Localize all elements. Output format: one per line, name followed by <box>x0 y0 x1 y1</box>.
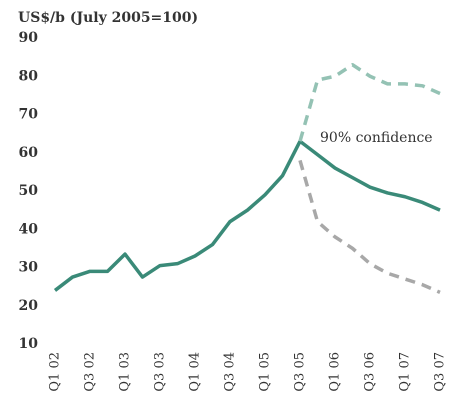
y-tick-label: 10 <box>19 336 39 352</box>
y-tick-label: 90 <box>19 30 39 46</box>
y-tick-label: 40 <box>19 221 39 237</box>
x-tick-label: Q3 05 <box>293 352 308 392</box>
x-tick-label: Q3 02 <box>83 352 98 392</box>
x-tick-label: Q3 07 <box>433 352 448 392</box>
x-tick-label: Q1 07 <box>398 352 413 392</box>
y-tick-label: 30 <box>19 260 39 276</box>
y-tick-label: 70 <box>19 107 39 123</box>
y-tick-label: 80 <box>19 68 39 84</box>
x-tick-label: Q1 05 <box>258 352 273 392</box>
x-tick-label: Q3 04 <box>223 352 238 392</box>
series-line <box>53 139 441 292</box>
x-tick-label: Q1 06 <box>328 352 343 392</box>
y-tick-label: 20 <box>19 298 39 314</box>
x-tick-label: Q1 02 <box>48 352 63 392</box>
x-tick-label: Q3 03 <box>153 352 168 392</box>
annotation: 90% confidence <box>320 130 433 146</box>
x-tick-label: Q1 03 <box>118 352 133 392</box>
series-line <box>298 63 441 142</box>
series-line <box>298 159 441 294</box>
x-tick-label: Q1 04 <box>188 352 203 392</box>
x-tick-label: Q3 06 <box>363 352 378 392</box>
y-tick-label: 60 <box>19 145 39 161</box>
chart-title: US$/b (July 2005=100) <box>18 10 198 26</box>
y-tick-label: 50 <box>19 183 39 199</box>
